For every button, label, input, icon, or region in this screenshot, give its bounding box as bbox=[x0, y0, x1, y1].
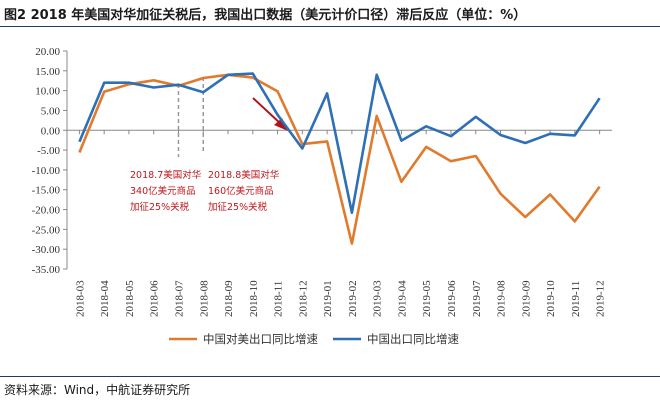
y-tick-label: 15.00 bbox=[35, 66, 60, 78]
y-tick-label: 10.00 bbox=[35, 86, 60, 98]
y-tick-label: 5.00 bbox=[41, 105, 61, 117]
bottom-rule bbox=[0, 376, 660, 377]
y-tick-label: 20.00 bbox=[35, 46, 60, 58]
y-tick-label: -10.00 bbox=[32, 165, 61, 177]
x-tick-label: 2019-01 bbox=[322, 280, 334, 317]
x-tick-label: 2019-08 bbox=[496, 280, 508, 317]
source-note: 资料来源：Wind，中航证券研究所 bbox=[4, 383, 191, 397]
annotation-text: 加征25%关税 bbox=[208, 201, 268, 213]
x-tick-label: 2018-11 bbox=[273, 281, 285, 317]
annotation-text: 340亿美元商品 bbox=[130, 185, 196, 197]
annotation-text: 2018.8美国对华 bbox=[208, 169, 280, 181]
annotation-text: 160亿美元商品 bbox=[208, 185, 274, 197]
x-tick-label: 2019-09 bbox=[520, 280, 532, 317]
x-tick-label: 2019-05 bbox=[421, 280, 433, 317]
x-tick-label: 2018-10 bbox=[248, 280, 260, 317]
series-line-us-exports bbox=[78, 73, 601, 245]
annotation-arrow-shaft bbox=[252, 97, 282, 125]
x-tick-label: 2018-06 bbox=[149, 280, 161, 317]
y-tick-label: -20.00 bbox=[32, 205, 61, 217]
y-tick-label: 0.00 bbox=[41, 125, 61, 137]
x-tick-label: 2018-07 bbox=[173, 280, 185, 317]
annotation-arrow-head bbox=[274, 118, 288, 131]
legend-label: 中国对美出口同比增速 bbox=[203, 332, 318, 346]
y-tick-label: -35.00 bbox=[32, 264, 61, 276]
top-rule bbox=[0, 26, 660, 27]
x-tick-label: 2019-02 bbox=[347, 280, 359, 317]
x-tick-label: 2018-05 bbox=[124, 280, 136, 317]
y-tick-label: -5.00 bbox=[37, 145, 60, 157]
y-tick-label: -25.00 bbox=[32, 224, 61, 236]
annotation-text: 加征25%关税 bbox=[130, 201, 190, 213]
x-tick-label: 2018-08 bbox=[198, 280, 210, 317]
x-tick-label: 2019-10 bbox=[545, 280, 557, 317]
x-tick-label: 2019-04 bbox=[396, 280, 408, 317]
annotation-text: 2018.7美国对华 bbox=[130, 169, 202, 181]
x-tick-label: 2018-12 bbox=[297, 280, 309, 317]
y-tick-label: -15.00 bbox=[32, 185, 61, 197]
x-tick-label: 2019-06 bbox=[446, 280, 458, 317]
x-tick-label: 2019-11 bbox=[570, 281, 582, 317]
x-tick-label: 2019-07 bbox=[471, 280, 483, 317]
legend-label: 中国出口同比增速 bbox=[367, 332, 459, 346]
series-line-total-exports bbox=[78, 72, 601, 214]
x-tick-label: 2019-03 bbox=[372, 280, 384, 317]
x-tick-label: 2018-04 bbox=[99, 280, 111, 317]
x-tick-label: 2018-09 bbox=[223, 280, 235, 317]
y-tick-label: -30.00 bbox=[32, 244, 61, 256]
chart-title: 图2 2018 年美国对华加征关税后，我国出口数据（美元计价口径）滞后反应（单位… bbox=[4, 8, 527, 23]
x-tick-label: 2018-03 bbox=[74, 280, 86, 317]
x-tick-label: 2019-12 bbox=[595, 280, 607, 317]
